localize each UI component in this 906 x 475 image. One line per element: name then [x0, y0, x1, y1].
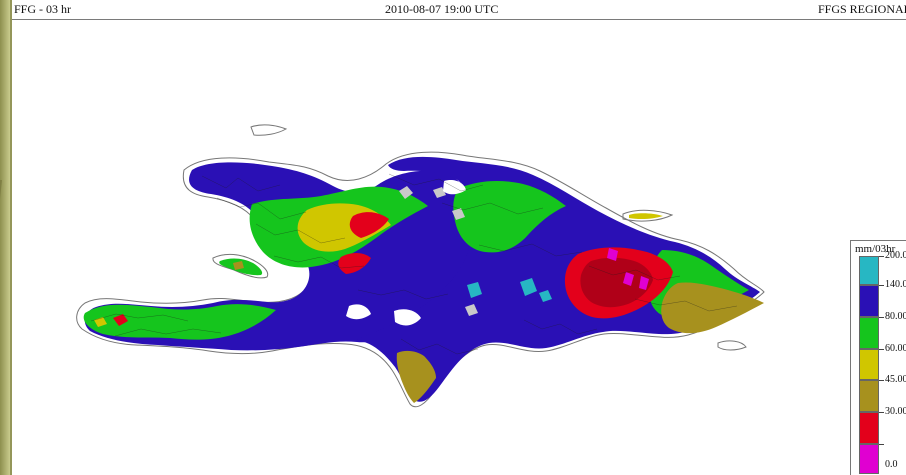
- cell-border-2: [216, 197, 307, 220]
- saona-outline: [717, 340, 747, 351]
- cell-border-8: [441, 202, 544, 215]
- cell-border-layer: [90, 173, 738, 355]
- product-label: FFG - 03 hr: [14, 2, 72, 16]
- cell-border-14: [357, 289, 449, 300]
- legend-title: mm/03hr: [855, 243, 896, 255]
- legend-label-0: 0.0: [885, 459, 898, 470]
- cell-border-5: [90, 313, 189, 322]
- cell-border-1: [201, 175, 281, 192]
- magenta-cell-1: [607, 248, 618, 261]
- legend-tick-80: [879, 317, 884, 318]
- cell-border-10: [588, 265, 681, 281]
- far-west-red-cell: [113, 314, 128, 326]
- cell-border-4: [273, 255, 365, 269]
- cell-border-6: [114, 328, 222, 337]
- eastern-yellow-band: [661, 282, 764, 334]
- map-panel: FFG - 03 hr 2010-08-07 19:00 UTC FFGS RE…: [12, 0, 906, 475]
- haiti-red-patch: [338, 252, 371, 274]
- magenta-cell-2: [623, 272, 634, 286]
- southwest-peninsula-fill: [83, 304, 276, 340]
- gray-cell-north-1: [399, 186, 413, 199]
- cell-border-7: [388, 173, 484, 192]
- map-area: [76, 124, 765, 408]
- cell-border-11: [634, 298, 738, 312]
- cell-border-13: [523, 319, 598, 335]
- legend-tick-140: [879, 285, 884, 286]
- central-green-band: [453, 180, 566, 253]
- legend-tick-45: [879, 380, 884, 381]
- cyan-cell-2: [520, 278, 537, 296]
- white-hole-2: [394, 309, 421, 326]
- legend-label-45: 45.00: [885, 374, 906, 385]
- north-red-cluster: [349, 212, 389, 238]
- cell-border-9: [478, 243, 583, 257]
- cyan-cell-1: [467, 282, 482, 298]
- cell-border-12: [400, 338, 479, 355]
- legend-swatch-60: [859, 349, 879, 380]
- east-islet-fill: [629, 213, 663, 220]
- cell-border-3: [255, 223, 346, 244]
- tortuga-outline: [250, 124, 288, 136]
- gray-cell-central-2: [465, 304, 478, 316]
- legend-label-60: 60.00: [885, 343, 906, 354]
- gonave-olive-cell: [233, 261, 244, 270]
- east-islet-outline: [622, 209, 674, 222]
- far-west-yellow-cell: [94, 317, 107, 327]
- dominican-main-fill: [356, 156, 760, 402]
- legend-label-30: 30.00: [885, 406, 906, 417]
- legend-tick-60: [879, 349, 884, 350]
- legend-swatch-80: [859, 317, 879, 349]
- system-label: FFGS REGIONAL: [817, 2, 906, 16]
- gray-cell-north-2: [433, 187, 446, 198]
- legend-label-140: 140.00: [885, 279, 906, 290]
- timestamp-label: 2010-08-07 19:00 UTC: [385, 2, 499, 16]
- cyan-cell-3: [539, 290, 552, 302]
- legend-label-200: 200.00: [885, 250, 906, 261]
- white-hole-1: [346, 304, 371, 320]
- legend-label-80: 80.00: [885, 311, 906, 322]
- legend-tick-200: [879, 256, 884, 257]
- map-header: FFG - 03 hr 2010-08-07 19:00 UTC FFGS RE…: [12, 0, 906, 20]
- legend-swatch-45: [859, 380, 879, 412]
- south-yellow-strip: [396, 350, 436, 403]
- gonave-outline: [212, 253, 269, 279]
- legend-swatch-0: [859, 444, 879, 474]
- legend-tick-0: [879, 444, 884, 445]
- legend-swatch-200: [859, 256, 879, 285]
- legend-swatch-140: [859, 285, 879, 317]
- magenta-cell-3: [639, 276, 649, 290]
- legend-tick-30: [879, 412, 884, 413]
- legend-swatch-30: [859, 412, 879, 444]
- gray-cell-central-1: [452, 208, 465, 220]
- island-fill-layer: [83, 156, 764, 403]
- legend-panel: mm/03hr 200.00 140.00 80.00 60.00 45.00 …: [850, 240, 906, 475]
